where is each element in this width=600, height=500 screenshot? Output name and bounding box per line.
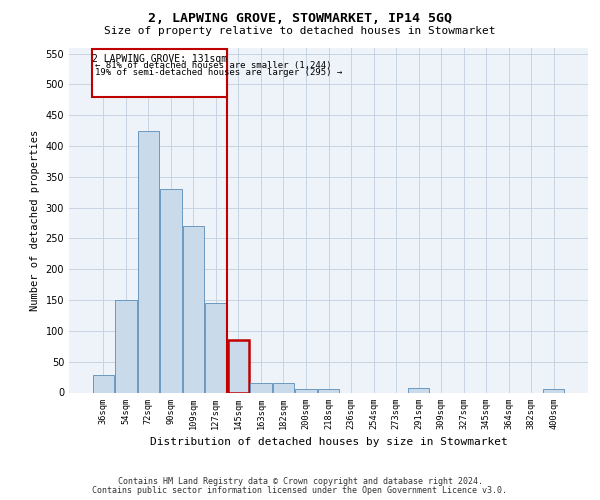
Bar	[92, 48, 227, 97]
Bar	[205, 303, 227, 392]
Text: ← 81% of detached houses are smaller (1,244): ← 81% of detached houses are smaller (1,…	[95, 61, 332, 70]
Bar	[250, 384, 272, 392]
Bar	[137, 130, 159, 392]
Text: Contains HM Land Registry data © Crown copyright and database right 2024.: Contains HM Land Registry data © Crown c…	[118, 478, 482, 486]
Text: Contains public sector information licensed under the Open Government Licence v3: Contains public sector information licen…	[92, 486, 508, 495]
Bar	[115, 300, 137, 392]
Bar	[228, 340, 249, 392]
Bar	[543, 390, 565, 392]
Text: Size of property relative to detached houses in Stowmarket: Size of property relative to detached ho…	[104, 26, 496, 36]
Bar	[295, 390, 317, 392]
Bar	[273, 384, 294, 392]
Text: 19% of semi-detached houses are larger (295) →: 19% of semi-detached houses are larger (…	[95, 68, 343, 78]
X-axis label: Distribution of detached houses by size in Stowmarket: Distribution of detached houses by size …	[149, 437, 508, 447]
Bar	[160, 189, 182, 392]
Bar	[408, 388, 429, 392]
Text: 2, LAPWING GROVE, STOWMARKET, IP14 5GQ: 2, LAPWING GROVE, STOWMARKET, IP14 5GQ	[148, 12, 452, 26]
Bar	[182, 226, 204, 392]
Bar	[92, 375, 114, 392]
Y-axis label: Number of detached properties: Number of detached properties	[30, 130, 40, 310]
Text: 2 LAPWING GROVE: 131sqm: 2 LAPWING GROVE: 131sqm	[92, 54, 227, 64]
Bar	[318, 390, 339, 392]
